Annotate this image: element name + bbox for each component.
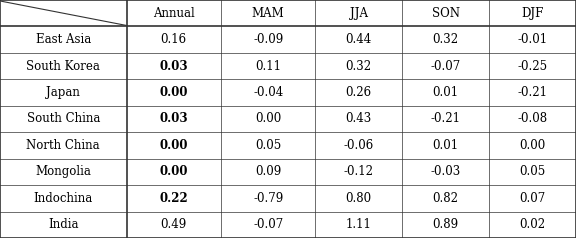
Text: 0.03: 0.03 [160, 113, 188, 125]
Text: 0.05: 0.05 [520, 165, 545, 178]
Text: 0.32: 0.32 [346, 60, 372, 73]
Text: 0.00: 0.00 [160, 86, 188, 99]
Text: 0.22: 0.22 [160, 192, 188, 205]
Text: Annual: Annual [153, 7, 195, 20]
Text: 0.82: 0.82 [433, 192, 458, 205]
Text: -0.12: -0.12 [344, 165, 374, 178]
Text: 0.00: 0.00 [160, 165, 188, 178]
Text: East Asia: East Asia [36, 33, 91, 46]
Text: -0.79: -0.79 [253, 192, 283, 205]
Text: 0.02: 0.02 [520, 218, 545, 231]
Text: JJA: JJA [350, 7, 368, 20]
Text: -0.09: -0.09 [253, 33, 283, 46]
Text: -0.01: -0.01 [517, 33, 548, 46]
Text: Mongolia: Mongolia [35, 165, 91, 178]
Text: -0.07: -0.07 [430, 60, 461, 73]
Text: South Korea: South Korea [26, 60, 100, 73]
Text: -0.06: -0.06 [344, 139, 374, 152]
Text: North China: North China [26, 139, 100, 152]
Text: SON: SON [431, 7, 460, 20]
Text: 0.32: 0.32 [433, 33, 458, 46]
Text: 0.49: 0.49 [161, 218, 187, 231]
Text: Japan: Japan [46, 86, 80, 99]
Text: -0.07: -0.07 [253, 218, 283, 231]
Text: 0.00: 0.00 [160, 139, 188, 152]
Text: 0.01: 0.01 [433, 139, 458, 152]
Text: -0.21: -0.21 [431, 113, 461, 125]
Text: India: India [48, 218, 78, 231]
Text: 0.11: 0.11 [255, 60, 281, 73]
Text: 0.16: 0.16 [161, 33, 187, 46]
Text: 0.00: 0.00 [520, 139, 545, 152]
Text: 0.09: 0.09 [255, 165, 281, 178]
Text: 0.00: 0.00 [255, 113, 281, 125]
Text: Indochina: Indochina [33, 192, 93, 205]
Text: 0.89: 0.89 [433, 218, 458, 231]
Text: -0.03: -0.03 [430, 165, 461, 178]
Text: 0.44: 0.44 [346, 33, 372, 46]
Text: 0.03: 0.03 [160, 60, 188, 73]
Text: 0.05: 0.05 [255, 139, 281, 152]
Text: 0.80: 0.80 [346, 192, 372, 205]
Text: -0.21: -0.21 [518, 86, 548, 99]
Text: 0.07: 0.07 [520, 192, 545, 205]
Text: -0.25: -0.25 [517, 60, 548, 73]
Text: -0.08: -0.08 [517, 113, 548, 125]
Text: -0.04: -0.04 [253, 86, 283, 99]
Text: 0.26: 0.26 [346, 86, 372, 99]
Text: 1.11: 1.11 [346, 218, 372, 231]
Text: 0.01: 0.01 [433, 86, 458, 99]
Text: 0.43: 0.43 [346, 113, 372, 125]
Text: MAM: MAM [252, 7, 285, 20]
Text: South China: South China [26, 113, 100, 125]
Text: DJF: DJF [521, 7, 544, 20]
